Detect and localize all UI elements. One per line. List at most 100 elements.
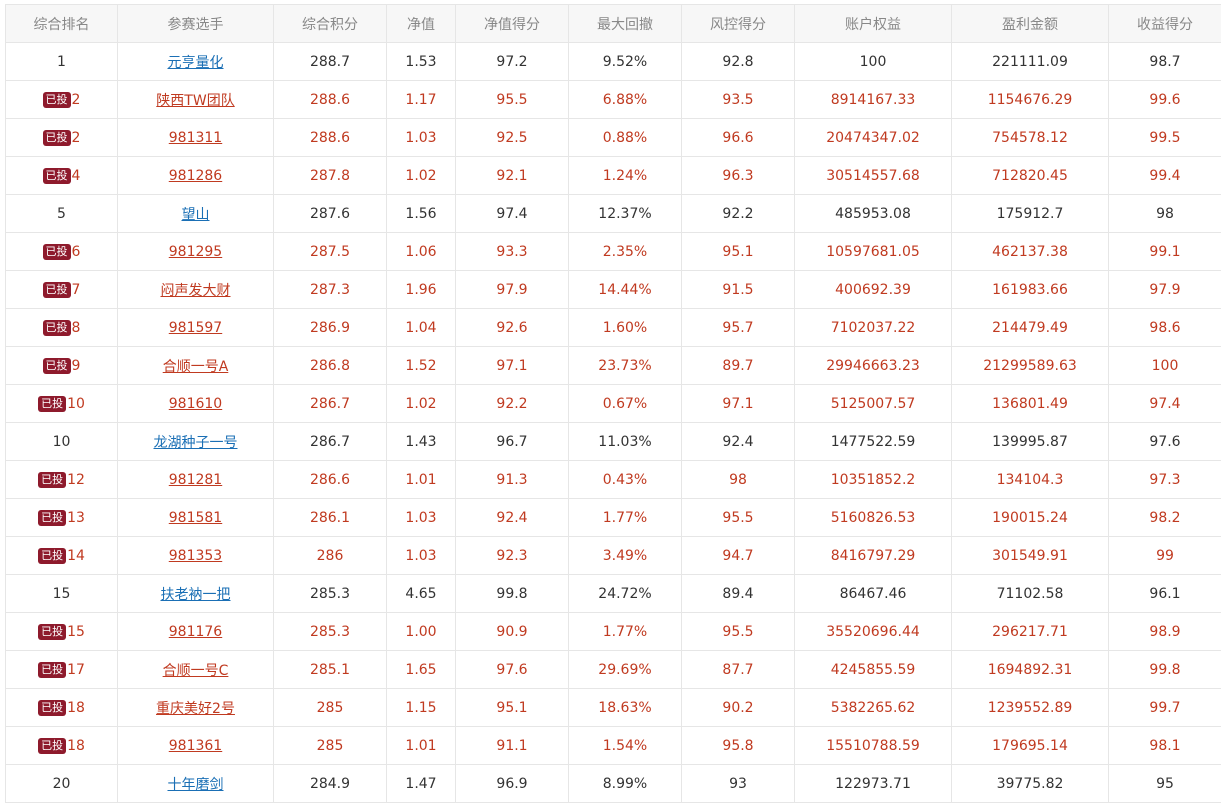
player-link[interactable]: 合顺一号A bbox=[162, 358, 229, 375]
profit-cell: 301549.91 bbox=[951, 536, 1109, 575]
player-cell: 重庆美好2号 bbox=[117, 688, 274, 727]
table-row: 已投 9 合顺一号A 286.8 1.52 97.1 23.73% 89.7 29946663.… bbox=[5, 346, 1221, 385]
table-row: 已投 14 981353 286 1.03 92.3 3.49% 94.7 8416797.29… bbox=[5, 536, 1221, 575]
player-link[interactable]: 981597 bbox=[168, 319, 223, 336]
nav-cell: 1.03 bbox=[386, 118, 456, 157]
table-row: 15 扶老衲一把 285.3 4.65 99.8 24.72% 89.4 86467.46 71… bbox=[5, 574, 1221, 613]
invested-badge: 已投 bbox=[42, 281, 71, 298]
rank-value: 12 bbox=[67, 471, 85, 488]
rank-cell: 已投 10 bbox=[5, 384, 118, 423]
player-link[interactable]: 十年磨剑 bbox=[167, 776, 224, 793]
player-link[interactable]: 闷声发大财 bbox=[160, 282, 231, 299]
player-cell: 陕西TW团队 bbox=[117, 80, 274, 119]
profit-cell: 462137.38 bbox=[951, 232, 1109, 271]
rank-cell: 1 bbox=[5, 42, 118, 81]
account-equity-cell: 10597681.05 bbox=[794, 232, 952, 271]
nav-score-cell: 95.1 bbox=[455, 688, 569, 727]
profit-cell: 214479.49 bbox=[951, 308, 1109, 347]
table-row: 1 元亨量化 288.7 1.53 97.2 9.52% 92.8 100 221111.09 9… bbox=[5, 42, 1221, 81]
rank-cell: 已投 6 bbox=[5, 232, 118, 271]
table-row: 20 十年磨剑 284.9 1.47 96.9 8.99% 93 122973.71 39775… bbox=[5, 764, 1221, 803]
rank-value: 2 bbox=[71, 129, 81, 146]
nav-cell: 4.65 bbox=[386, 574, 456, 613]
player-link[interactable]: 981286 bbox=[168, 167, 223, 184]
max-drawdown-cell: 1.77% bbox=[568, 498, 682, 537]
player-link[interactable]: 981361 bbox=[168, 737, 223, 754]
nav-score-cell: 90.9 bbox=[455, 612, 569, 651]
rank-value: 10 bbox=[67, 395, 85, 412]
profit-cell: 39775.82 bbox=[951, 764, 1109, 803]
rank-value: 17 bbox=[67, 661, 85, 678]
player-link[interactable]: 981295 bbox=[168, 243, 223, 260]
player-cell: 981281 bbox=[117, 460, 274, 499]
invested-badge: 已投 bbox=[38, 661, 67, 678]
invested-badge: 已投 bbox=[38, 737, 67, 754]
profit-cell: 190015.24 bbox=[951, 498, 1109, 537]
player-link[interactable]: 元亨量化 bbox=[167, 54, 224, 71]
table-row: 已投 10 981610 286.7 1.02 92.2 0.67% 97.1 5125007.… bbox=[5, 384, 1221, 423]
risk-score-cell: 92.2 bbox=[681, 194, 795, 233]
total-score-cell: 286.7 bbox=[273, 422, 387, 461]
account-equity-cell: 400692.39 bbox=[794, 270, 952, 309]
player-link[interactable]: 981581 bbox=[168, 509, 223, 526]
return-score-cell: 99 bbox=[1108, 536, 1221, 575]
max-drawdown-cell: 0.67% bbox=[568, 384, 682, 423]
player-link[interactable]: 扶老衲一把 bbox=[160, 586, 231, 603]
player-link[interactable]: 981610 bbox=[168, 395, 223, 412]
rank-value: 15 bbox=[67, 623, 85, 640]
nav-cell: 1.06 bbox=[386, 232, 456, 271]
max-drawdown-cell: 11.03% bbox=[568, 422, 682, 461]
profit-cell: 175912.7 bbox=[951, 194, 1109, 233]
player-link[interactable]: 合顺一号C bbox=[162, 662, 229, 679]
return-score-cell: 99.8 bbox=[1108, 650, 1221, 689]
risk-score-cell: 87.7 bbox=[681, 650, 795, 689]
risk-score-cell: 90.2 bbox=[681, 688, 795, 727]
player-cell: 981286 bbox=[117, 156, 274, 195]
player-link[interactable]: 981281 bbox=[168, 471, 223, 488]
risk-score-cell: 91.5 bbox=[681, 270, 795, 309]
nav-cell: 1.15 bbox=[386, 688, 456, 727]
nav-score-cell: 92.3 bbox=[455, 536, 569, 575]
player-link[interactable]: 望山 bbox=[181, 206, 210, 223]
rank-value: 5 bbox=[57, 205, 66, 222]
total-score-cell: 286.6 bbox=[273, 460, 387, 499]
max-drawdown-cell: 29.69% bbox=[568, 650, 682, 689]
total-score-cell: 286.7 bbox=[273, 384, 387, 423]
rank-cell: 10 bbox=[5, 422, 118, 461]
max-drawdown-cell: 23.73% bbox=[568, 346, 682, 385]
return-score-cell: 99.5 bbox=[1108, 118, 1221, 157]
table-row: 已投 15 981176 285.3 1.00 90.9 1.77% 95.5 35520696… bbox=[5, 612, 1221, 651]
max-drawdown-cell: 0.88% bbox=[568, 118, 682, 157]
total-score-cell: 286.9 bbox=[273, 308, 387, 347]
table-row: 已投 18 重庆美好2号 285 1.15 95.1 18.63% 90.2 5382265.6… bbox=[5, 688, 1221, 727]
account-equity-cell: 7102037.22 bbox=[794, 308, 952, 347]
nav-cell: 1.01 bbox=[386, 460, 456, 499]
player-cell: 合顺一号A bbox=[117, 346, 274, 385]
ranking-table: 综合排名 参赛选手 综合积分 净值 净值得分 最大回撤 风控得分 账户权益 盈利… bbox=[5, 4, 1221, 803]
player-cell: 扶老衲一把 bbox=[117, 574, 274, 613]
player-link[interactable]: 龙湖种子一号 bbox=[153, 434, 238, 451]
account-equity-cell: 86467.46 bbox=[794, 574, 952, 613]
account-equity-cell: 100 bbox=[794, 42, 952, 81]
return-score-cell: 98.7 bbox=[1108, 42, 1221, 81]
player-link[interactable]: 981353 bbox=[168, 547, 223, 564]
rank-cell: 已投 18 bbox=[5, 688, 118, 727]
player-link[interactable]: 陕西TW团队 bbox=[156, 92, 235, 109]
player-cell: 981295 bbox=[117, 232, 274, 271]
return-score-cell: 97.4 bbox=[1108, 384, 1221, 423]
rank-value: 10 bbox=[52, 433, 71, 450]
rank-cell: 20 bbox=[5, 764, 118, 803]
player-link[interactable]: 重庆美好2号 bbox=[156, 700, 235, 717]
profit-cell: 21299589.63 bbox=[951, 346, 1109, 385]
table-row: 已投 7 闷声发大财 287.3 1.96 97.9 14.44% 91.5 400692.39… bbox=[5, 270, 1221, 309]
total-score-cell: 287.8 bbox=[273, 156, 387, 195]
header-account-equity: 账户权益 bbox=[794, 4, 952, 43]
player-cell: 981597 bbox=[117, 308, 274, 347]
player-cell: 981581 bbox=[117, 498, 274, 537]
risk-score-cell: 95.1 bbox=[681, 232, 795, 271]
player-link[interactable]: 981311 bbox=[168, 129, 223, 146]
player-link[interactable]: 981176 bbox=[168, 623, 223, 640]
table-row: 已投 4 981286 287.8 1.02 92.1 1.24% 96.3 30514557.… bbox=[5, 156, 1221, 195]
account-equity-cell: 15510788.59 bbox=[794, 726, 952, 765]
total-score-cell: 287.6 bbox=[273, 194, 387, 233]
